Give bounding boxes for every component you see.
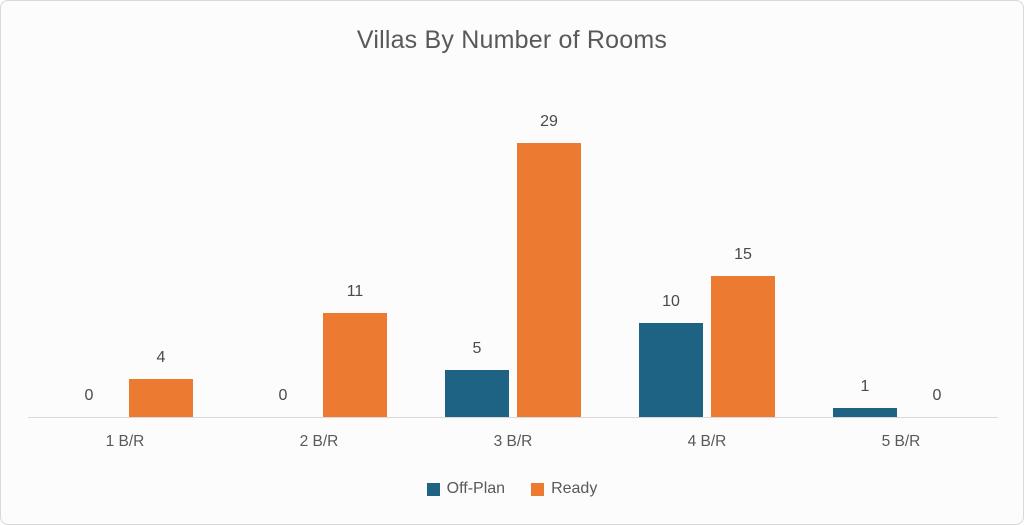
value-label-ready-2-b-r: 11 (346, 283, 364, 301)
chart-title: Villas By Number of Rooms (356, 26, 668, 54)
value-label-ready-1-b-r: 4 (156, 349, 166, 367)
x-axis-label-5-b-r: 5 B/R (881, 433, 921, 450)
value-label-off-plan-2-b-r: 0 (278, 387, 288, 404)
bar-off-plan-4-b-r[interactable] (639, 322, 703, 417)
plot-area: 0 4 0 11 5 29 10 15 1 0 (28, 1, 998, 418)
value-label-ready-5-b-r: 0 (932, 387, 942, 404)
value-label-ready-4-b-r: 15 (734, 245, 752, 263)
legend-swatch-ready (531, 482, 545, 496)
bar-off-plan-3-b-r[interactable] (445, 369, 509, 417)
bar-off-plan-5-b-r[interactable] (833, 407, 897, 417)
value-label-ready-3-b-r: 29 (540, 113, 558, 131)
value-label-off-plan-1-b-r: 0 (84, 387, 94, 404)
bar-ready-2-b-r[interactable] (323, 313, 387, 417)
legend-item-ready[interactable]: Ready (531, 480, 597, 498)
x-axis-line (28, 417, 998, 418)
bar-ready-3-b-r[interactable] (517, 143, 581, 417)
legend-swatch-off-plan (426, 482, 440, 496)
legend-item-off-plan[interactable]: Off-Plan (426, 480, 506, 498)
bar-ready-1-b-r[interactable] (129, 379, 193, 417)
legend-label-ready: Ready (551, 480, 598, 497)
bar-ready-4-b-r[interactable] (711, 275, 775, 417)
x-axis-label-4-b-r: 4 B/R (687, 433, 727, 450)
value-label-off-plan-4-b-r: 10 (662, 292, 680, 310)
legend-label-off-plan: Off-Plan (446, 480, 506, 497)
x-axis-label-2-b-r: 2 B/R (299, 433, 339, 450)
x-axis-label-1-b-r: 1 B/R (105, 433, 145, 450)
value-label-off-plan-5-b-r: 1 (860, 377, 870, 395)
value-label-off-plan-3-b-r: 5 (472, 339, 482, 357)
x-axis-label-3-b-r: 3 B/R (493, 433, 533, 450)
legend: Off-Plan Ready (1, 480, 1023, 498)
